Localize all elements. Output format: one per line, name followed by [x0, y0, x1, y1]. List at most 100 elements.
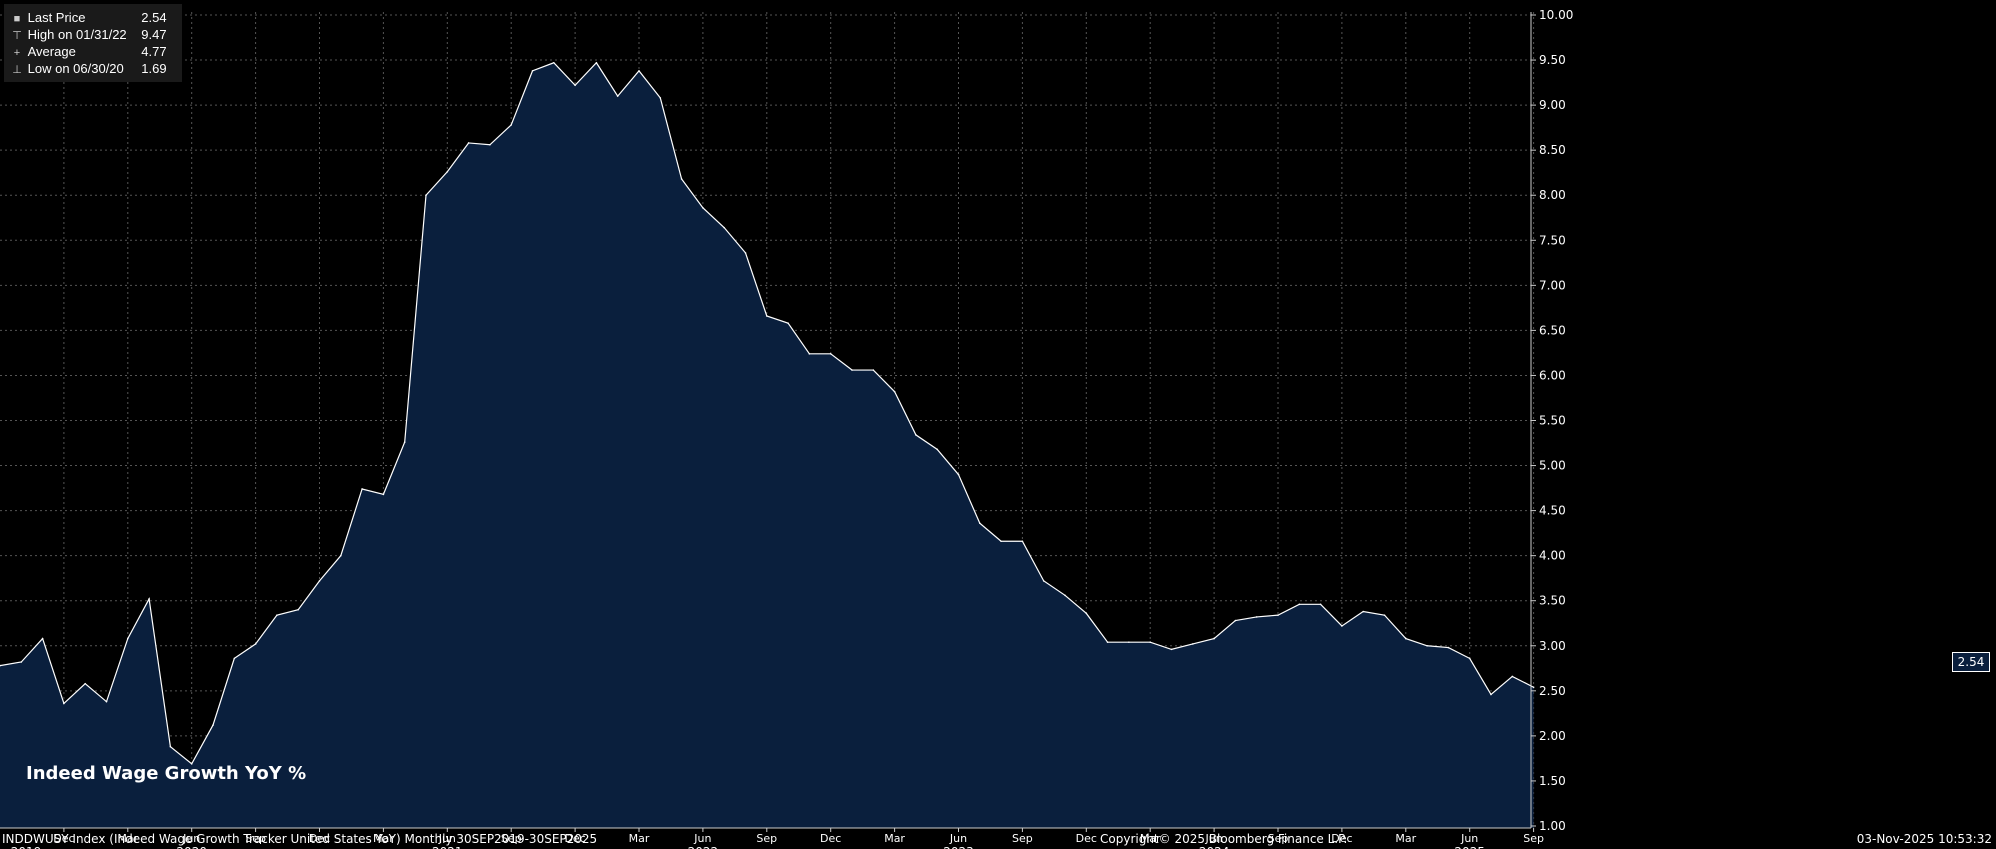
- data-point: [233, 657, 236, 660]
- data-point: [531, 70, 534, 72]
- data-point: [1490, 693, 1492, 696]
- legend-item-low: ⊥ Low on 06/30/20 1.69: [10, 61, 181, 77]
- low-marker-icon: ⊥: [12, 64, 22, 76]
- y-tick-label: 7.00: [1539, 278, 1566, 292]
- y-tick-label: 10.00: [1539, 8, 1573, 22]
- data-point: [340, 554, 342, 557]
- axes: [0, 12, 1536, 832]
- data-point: [1085, 612, 1088, 615]
- data-point: [872, 369, 875, 371]
- legend-value: 4.77: [141, 44, 167, 59]
- legend-value: 1.69: [141, 61, 167, 76]
- area-fill: [0, 62, 1534, 828]
- data-point: [1106, 641, 1109, 643]
- data-point: [489, 143, 491, 146]
- data-point: [893, 390, 896, 393]
- data-point: [403, 441, 406, 443]
- data-point: [20, 661, 23, 663]
- y-tick-label: 3.00: [1539, 639, 1566, 653]
- data-point: [510, 124, 512, 126]
- data-point: [829, 353, 832, 355]
- data-point: [1213, 637, 1215, 640]
- data-point: [1298, 603, 1301, 606]
- y-tick-label: 4.50: [1539, 504, 1566, 518]
- legend-item-last-price: ■ Last Price 2.54: [10, 10, 181, 26]
- data-point: [105, 700, 108, 703]
- data-point: [254, 643, 257, 645]
- data-point: [638, 70, 640, 72]
- data-point: [0, 664, 1, 667]
- data-point: [574, 84, 576, 87]
- x-tick-label: Dec: [1331, 832, 1352, 845]
- footer-timestamp: 03-Nov-2025 10:53:32: [1856, 832, 1992, 846]
- data-point: [127, 637, 129, 640]
- data-point: [979, 522, 981, 525]
- x-tick-label: Sep: [1523, 832, 1544, 845]
- x-tick-label: Jun: [438, 832, 456, 845]
- y-tick-label: 3.50: [1539, 594, 1566, 608]
- data-point: [467, 142, 470, 144]
- data-point: [1234, 619, 1237, 622]
- x-year-label: 2023: [943, 845, 974, 849]
- y-tick-label: 2.50: [1539, 684, 1566, 698]
- x-year-label: 2025: [1454, 845, 1485, 849]
- legend-item-average: + Average 4.77: [10, 44, 181, 60]
- footer-copyright: Copyright© 2025 Bloomberg Finance L.P.: [1100, 832, 1348, 846]
- data-point: [1170, 648, 1173, 651]
- y-tick-label: 7.50: [1539, 233, 1566, 247]
- y-tick-label: 1.00: [1539, 819, 1566, 833]
- data-point: [744, 252, 747, 254]
- data-point: [361, 488, 363, 490]
- x-tick-label: Mar: [1395, 832, 1416, 845]
- data-point: [1192, 643, 1194, 645]
- data-point: [84, 682, 86, 685]
- data-point: [1255, 616, 1258, 618]
- x-tick-label: Mar: [373, 832, 394, 845]
- data-point: [1511, 675, 1514, 678]
- y-tick-label: 6.50: [1539, 323, 1566, 337]
- data-point: [808, 353, 811, 355]
- data-point: [595, 61, 598, 64]
- x-tick-label: Jun: [182, 832, 200, 845]
- data-point: [1064, 594, 1066, 597]
- x-tick-label: Sep: [501, 832, 522, 845]
- x-tick-label: Jun: [1460, 832, 1478, 845]
- x-tick-label: Mar: [1140, 832, 1161, 845]
- x-tick-label: Jun: [949, 832, 967, 845]
- x-tick-label: Jun: [693, 832, 711, 845]
- data-point: [1447, 646, 1450, 649]
- y-tick-label: 8.50: [1539, 143, 1566, 157]
- y-tick-label: 4.00: [1539, 549, 1566, 563]
- x-tick-label: Jun: [1205, 832, 1223, 845]
- data-point: [190, 763, 193, 765]
- data-point: [1468, 657, 1471, 660]
- average-marker-icon: +: [13, 47, 21, 59]
- x-tick-label: Sep: [756, 832, 777, 845]
- x-tick-label: Mar: [629, 832, 650, 845]
- area-series: [0, 61, 1535, 828]
- chart-title: Indeed Wage Growth YoY %: [26, 763, 307, 784]
- legend-value: 2.54: [141, 10, 167, 25]
- y-tick-label: 1.50: [1539, 774, 1566, 788]
- legend-label: Last Price: [27, 10, 86, 25]
- x-year-label: 2022: [688, 845, 719, 849]
- data-point: [915, 434, 917, 436]
- data-point: [318, 580, 321, 582]
- x-year-label: 2021: [432, 845, 463, 849]
- data-point: [425, 194, 427, 197]
- x-tick-label: Mar: [884, 832, 905, 845]
- data-point: [787, 322, 789, 324]
- data-point: [1362, 610, 1364, 613]
- legend-label: High on 01/31/22: [27, 27, 127, 42]
- last-price-tag: 2.54: [1952, 652, 1990, 672]
- data-point: [680, 178, 683, 180]
- data-point: [382, 493, 385, 496]
- data-point: [1149, 641, 1151, 643]
- x-tick-label: Dec: [309, 832, 330, 845]
- data-point: [659, 97, 662, 99]
- x-tick-label: Dec: [53, 832, 74, 845]
- data-point: [766, 315, 768, 317]
- x-tick-label: Dec: [564, 832, 585, 845]
